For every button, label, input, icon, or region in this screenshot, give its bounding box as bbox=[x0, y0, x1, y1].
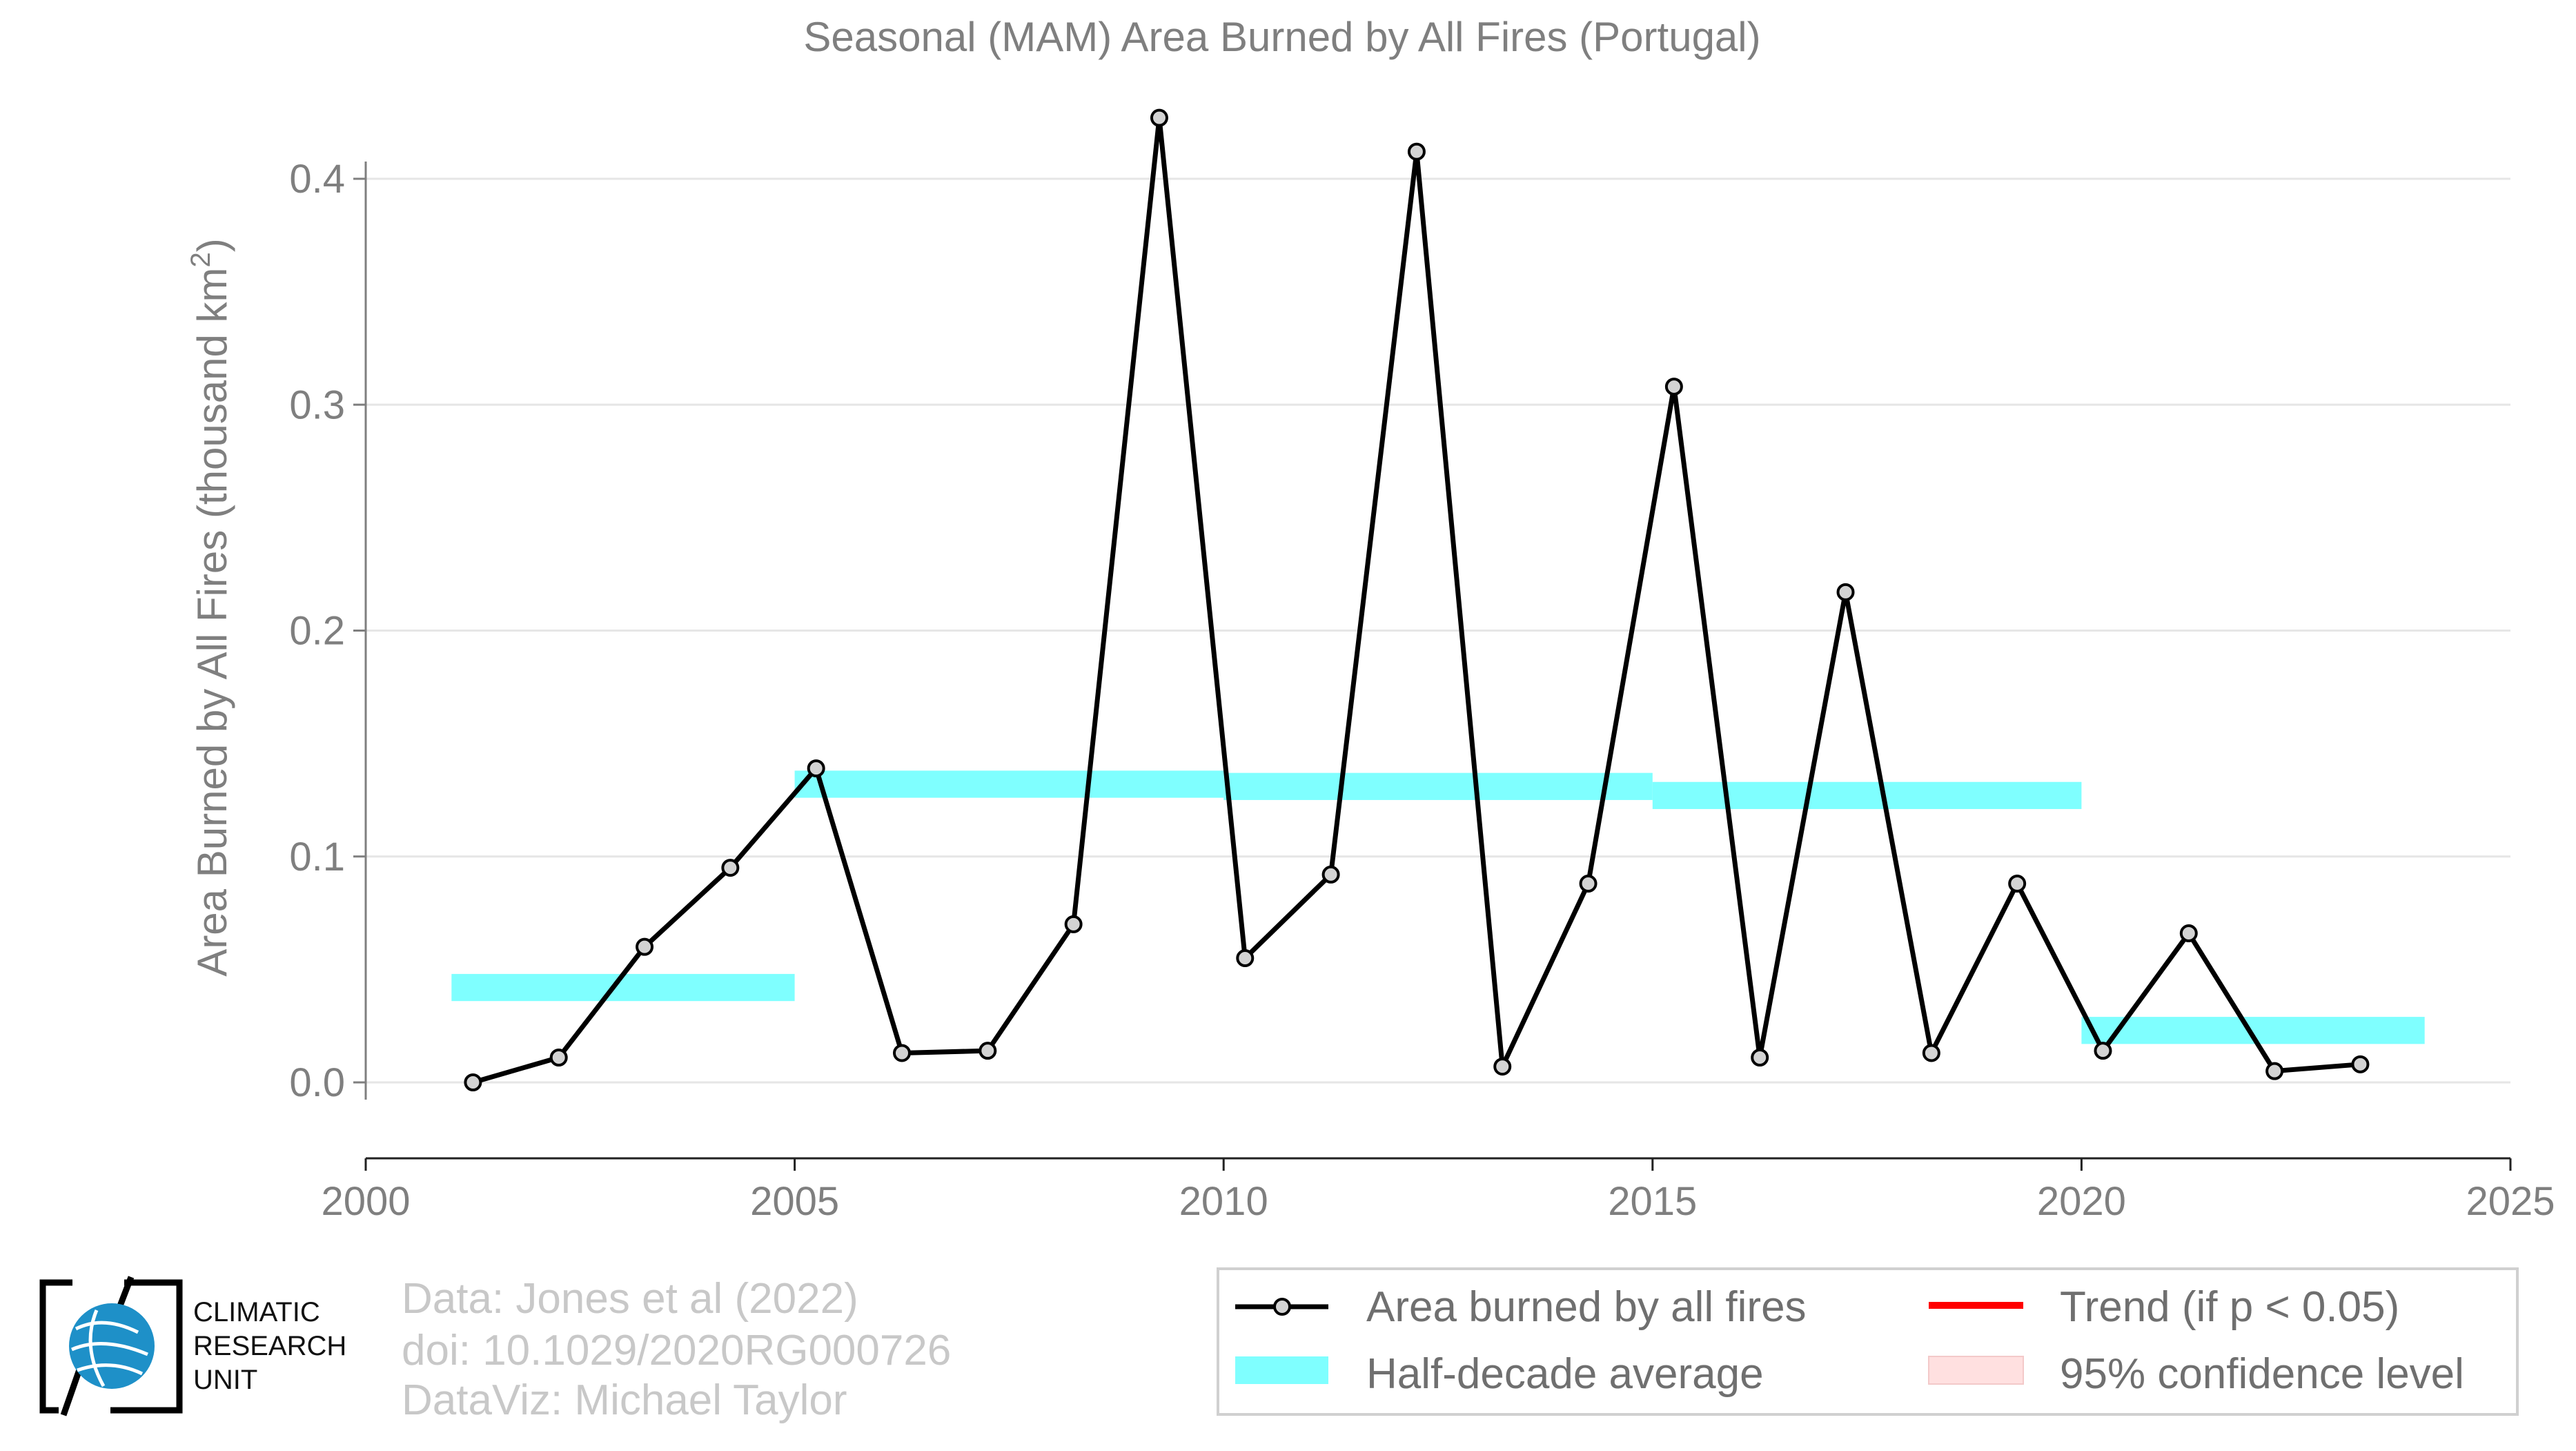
x-tick-label: 2010 bbox=[1179, 1179, 1268, 1224]
logo-text-research: RESEARCH bbox=[193, 1331, 346, 1361]
data-point bbox=[1493, 1058, 1512, 1076]
data-point bbox=[2179, 924, 2198, 943]
half-decade-average-band bbox=[451, 973, 795, 1002]
y-tick-label: 0.0 bbox=[289, 1060, 345, 1105]
data-point bbox=[1579, 875, 1597, 893]
y-tick-label: 0.2 bbox=[289, 609, 345, 654]
data-point bbox=[1407, 142, 1426, 161]
legend-label-confidence: 95% confidence level bbox=[2060, 1350, 2464, 1398]
legend-frame bbox=[1217, 1267, 2519, 1416]
data-point bbox=[1321, 865, 1340, 884]
legend-confidence-swatch bbox=[1928, 1356, 2024, 1385]
y-tick-label: 0.4 bbox=[289, 157, 345, 202]
x-tick-label: 2000 bbox=[321, 1179, 410, 1224]
y-tick-label: 0.1 bbox=[289, 835, 345, 879]
data-point bbox=[2265, 1062, 2284, 1080]
gridlines bbox=[366, 177, 2510, 1084]
data-point bbox=[1664, 378, 1683, 396]
data-point bbox=[1836, 583, 1855, 601]
data-series bbox=[464, 108, 2370, 1091]
data-point bbox=[1922, 1044, 1940, 1062]
logo-text-unit: UNIT bbox=[193, 1365, 257, 1395]
data-point bbox=[549, 1049, 568, 1067]
y-tick-label: 0.3 bbox=[289, 382, 345, 427]
data-point bbox=[2008, 875, 2027, 893]
half-decade-average-band bbox=[794, 770, 1224, 798]
half-decade-average-band bbox=[1652, 781, 2082, 810]
series-line bbox=[472, 115, 2361, 1085]
half-decade-average-bands bbox=[451, 770, 2425, 1044]
x-tick-label: 2025 bbox=[2466, 1179, 2555, 1224]
data-point bbox=[2351, 1055, 2370, 1073]
logo-frame bbox=[39, 1279, 183, 1414]
legend-label-trend: Trend (if p < 0.05) bbox=[2060, 1283, 2399, 1331]
data-point bbox=[636, 937, 654, 956]
legend-marker-swatch bbox=[1273, 1298, 1291, 1316]
data-point bbox=[1150, 108, 1168, 127]
legend: Area burned by all fires Half-decade ave… bbox=[1217, 1267, 2519, 1416]
half-decade-average-band bbox=[1223, 772, 1653, 800]
globe-swirl-icon bbox=[71, 1309, 148, 1387]
credit-dataviz: DataViz: Michael Taylor bbox=[402, 1376, 847, 1424]
data-point bbox=[1751, 1049, 1769, 1067]
legend-label-half-decade: Half-decade average bbox=[1366, 1350, 1764, 1398]
logo-text-climatic: CLIMATIC bbox=[193, 1297, 320, 1327]
data-point bbox=[807, 759, 825, 778]
x-axis: 2000 2005 2010 2015 2020 2025 bbox=[321, 1157, 2555, 1224]
y-axis-label: Area Burned by All Fires (thousand km2) bbox=[186, 238, 235, 976]
cru-logo: CLIMATIC RESEARCH UNIT bbox=[39, 1276, 346, 1416]
credits: Data: Jones et al (2022) doi: 10.1029/20… bbox=[402, 1275, 951, 1424]
legend-band-swatch bbox=[1235, 1356, 1328, 1384]
x-tick-label: 2015 bbox=[1608, 1179, 1697, 1224]
x-tick-label: 2020 bbox=[2037, 1179, 2126, 1224]
y-axis-ticks: 0.0 0.1 0.2 0.3 0.4 bbox=[289, 157, 367, 1105]
data-point bbox=[1236, 949, 1255, 968]
data-point bbox=[979, 1042, 997, 1060]
data-point bbox=[1064, 915, 1083, 933]
credit-data: Data: Jones et al (2022) bbox=[402, 1275, 858, 1323]
data-point bbox=[464, 1073, 482, 1091]
data-point bbox=[721, 859, 740, 877]
legend-label-area-burned: Area burned by all fires bbox=[1366, 1283, 1807, 1331]
credit-doi: doi: 10.1029/2020RG000726 bbox=[402, 1327, 951, 1374]
chart-title: Seasonal (MAM) Area Burned by All Fires … bbox=[803, 14, 1760, 60]
data-point bbox=[893, 1044, 911, 1062]
x-tick-label: 2005 bbox=[750, 1179, 839, 1224]
data-point bbox=[2094, 1042, 2112, 1060]
